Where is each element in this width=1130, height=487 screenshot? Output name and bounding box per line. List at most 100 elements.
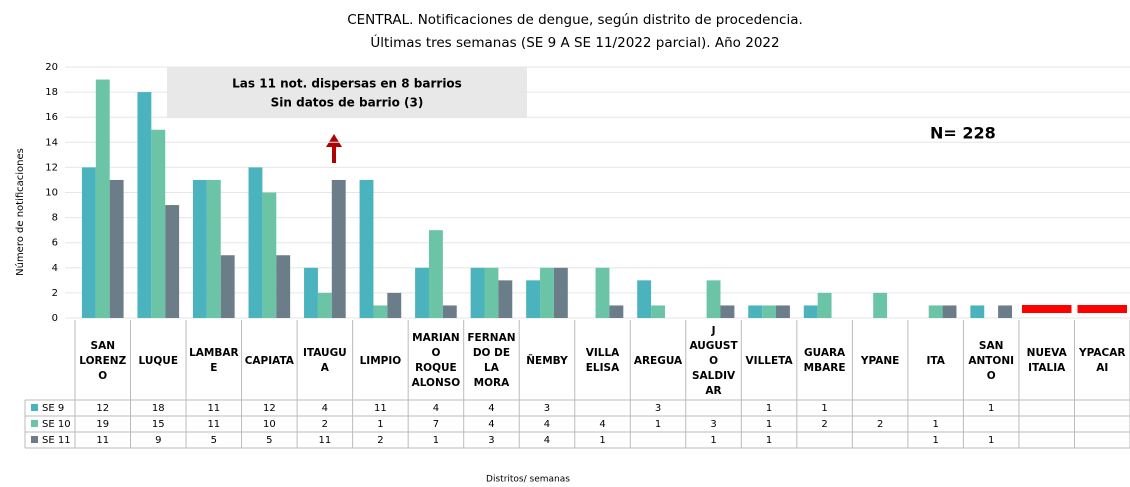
y-tick-label: 18	[45, 87, 58, 98]
bar	[762, 305, 777, 318]
x-tick-label: FERNANDO DE LA MORA	[467, 332, 516, 389]
y-tick-label: 10	[45, 188, 58, 199]
table-value: 15	[152, 419, 165, 430]
bar	[387, 292, 402, 318]
x-tick-label: ITAUGUA	[302, 347, 347, 374]
table-value: 4	[544, 435, 550, 446]
table-value: 1	[766, 435, 772, 446]
table-value: 2	[821, 419, 827, 430]
x-tick-label: AREGUA	[633, 354, 683, 367]
bar	[776, 305, 790, 318]
annotation: N= 228	[930, 124, 996, 143]
bar	[262, 192, 277, 318]
x-tick-label: NUEVA ITALIA	[1026, 347, 1067, 374]
x-tick-label: VILLA ELISA	[585, 347, 620, 374]
bar	[304, 267, 318, 318]
placeholder-bar	[1021, 305, 1072, 313]
table-value: 2	[322, 419, 328, 430]
bar	[706, 280, 721, 318]
bar	[595, 267, 610, 318]
bar	[970, 305, 985, 318]
table-value: 11	[207, 403, 220, 414]
table-value: 1	[433, 435, 439, 446]
x-tick-label: ITA	[926, 354, 945, 367]
x-tick-label: GUARAMBARE	[803, 347, 846, 374]
y-tick-label: 4	[52, 263, 58, 274]
table-value: 4	[322, 403, 328, 414]
x-tick-label: LUQUE	[138, 354, 178, 367]
table-value: 11	[96, 435, 109, 446]
table-value: 1	[932, 419, 938, 430]
bar	[470, 267, 485, 318]
bar	[498, 280, 513, 318]
legend-label: SE 11	[42, 435, 71, 446]
bar	[803, 305, 818, 318]
bar	[748, 305, 763, 318]
bar	[526, 280, 541, 318]
placeholder-bar	[1077, 305, 1127, 313]
bar	[817, 292, 832, 318]
table-value: 11	[374, 403, 387, 414]
table-value: 4	[488, 403, 494, 414]
y-tick-label: 14	[45, 137, 58, 148]
y-tick-label: 20	[45, 62, 58, 73]
bar	[428, 230, 443, 318]
x-tick-label: MARIANO ROQUE ALONSO	[411, 332, 461, 389]
bar	[206, 179, 221, 318]
table-value: 5	[211, 435, 217, 446]
bar	[415, 267, 429, 318]
table-value: 4	[488, 419, 494, 430]
table-value: 1	[766, 419, 772, 430]
bar	[317, 292, 332, 318]
bar	[998, 305, 1013, 318]
table-value: 9	[155, 435, 161, 446]
y-tick-label: 2	[52, 288, 58, 299]
bar	[359, 179, 374, 318]
bar	[873, 292, 888, 318]
table-value: 1	[988, 435, 994, 446]
bar	[540, 267, 554, 318]
legend-swatch	[31, 436, 38, 443]
x-tick-label: YPACARAI	[1079, 347, 1126, 374]
table-value: 12	[96, 403, 109, 414]
bar	[95, 79, 110, 318]
y-tick-label: 16	[45, 112, 58, 123]
x-axis-label: Distritos/ semanas	[486, 475, 570, 485]
table-value: 3	[488, 435, 494, 446]
table-value: 11	[319, 435, 332, 446]
arrow-head	[326, 134, 342, 147]
table-value: 1	[988, 403, 994, 414]
x-tick-label: CAPIATA	[244, 354, 294, 367]
table-value: 4	[599, 419, 605, 430]
table-value: 2	[377, 435, 383, 446]
y-tick-label: 8	[52, 213, 58, 224]
bar	[331, 179, 346, 318]
table-value: 1	[766, 403, 772, 414]
bar	[637, 280, 652, 318]
bar	[165, 205, 180, 318]
bar	[137, 92, 152, 318]
legend-label: SE 9	[42, 403, 64, 414]
bar	[720, 305, 735, 318]
bar	[553, 267, 568, 318]
x-tick-label: LIMPIO	[359, 354, 402, 367]
bar	[651, 305, 665, 318]
annotation: Las 11 not. dispersas en 8 barrios	[232, 77, 462, 91]
table-value: 1	[821, 403, 827, 414]
table-value: 1	[655, 419, 661, 430]
bar	[151, 129, 166, 318]
table-value: 3	[655, 403, 661, 414]
bar	[81, 167, 96, 318]
y-axis-label: Número de notificaciones	[14, 148, 26, 276]
table-value: 18	[152, 403, 165, 414]
table-value: 3	[710, 419, 716, 430]
annotation: Sin datos de barrio (3)	[271, 96, 424, 110]
x-tick-label: SAN LORENZO	[79, 339, 127, 382]
x-tick-label: YPANE	[860, 354, 900, 367]
x-tick-label: J AUGUSTO SALDIVAR	[689, 324, 738, 397]
x-tick-label: VILLETA	[745, 354, 793, 367]
table-value: 7	[433, 419, 439, 430]
bar	[928, 305, 943, 318]
